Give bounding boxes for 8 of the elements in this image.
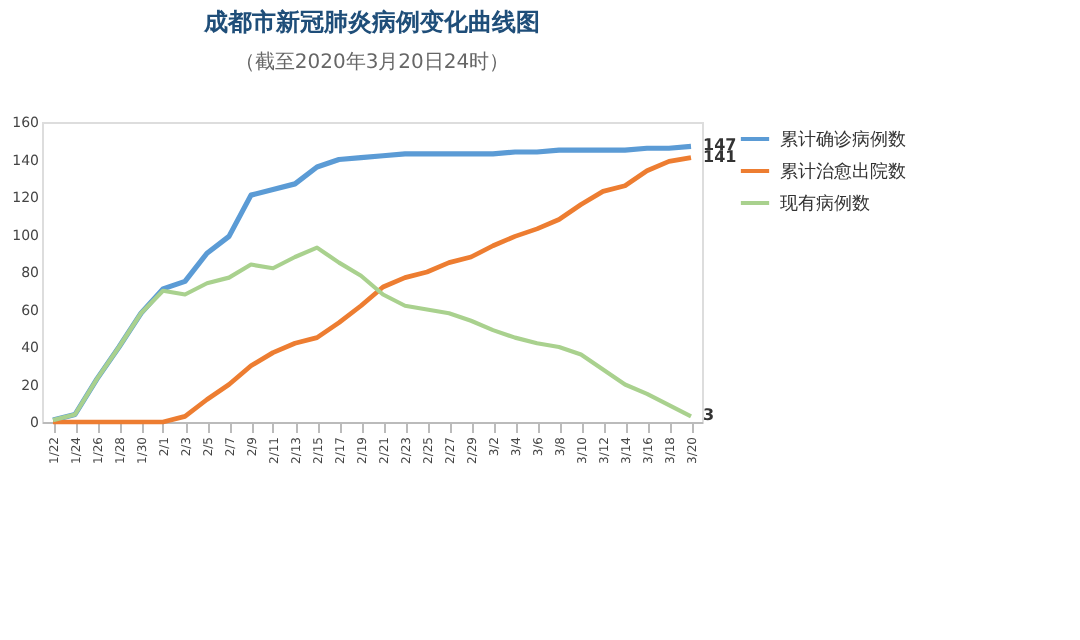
legend-label: 累计确诊病例数 xyxy=(780,129,906,151)
chart-subtitle: （截至2020年3月20日24时） xyxy=(234,50,510,74)
line-series xyxy=(50,245,694,423)
annotation: 141 xyxy=(703,147,738,166)
legend-label: 累计治愈出院数 xyxy=(780,161,906,183)
legend-label: 现有病例数 xyxy=(780,193,870,215)
annotation: 3 xyxy=(703,406,715,425)
chart-title: 成都市新冠肺炎病例变化曲线图 xyxy=(202,8,540,36)
